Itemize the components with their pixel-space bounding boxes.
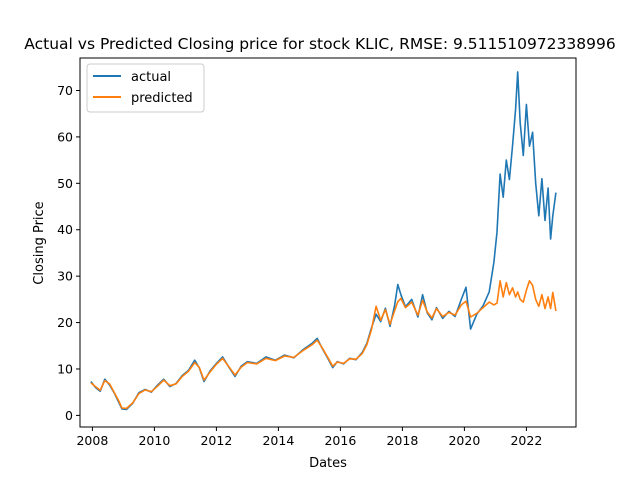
x-axis: 2008 2010 2012 2014 2016 2018 2020 2022	[76, 427, 542, 448]
x-tick-label: 2008	[76, 433, 108, 448]
y-tick-label: 20	[57, 315, 73, 330]
y-tick-label: 30	[57, 269, 73, 284]
y-tick-label: 70	[57, 83, 73, 98]
series-line-predicted	[90, 280, 557, 410]
y-axis-label: Closing Price	[32, 201, 47, 284]
x-tick-label: 2022	[510, 433, 542, 448]
x-tick-label: 2014	[262, 433, 294, 448]
x-tick-label: 2020	[448, 433, 480, 448]
legend-label-predicted: predicted	[131, 91, 193, 106]
plot-frame	[79, 57, 577, 428]
x-tick-label: 2012	[200, 433, 232, 448]
x-tick-label: 2010	[138, 433, 170, 448]
y-tick-label: 60	[57, 129, 73, 144]
series-layer	[90, 71, 557, 411]
x-axis-label: Dates	[309, 456, 347, 471]
y-tick-label: 0	[65, 408, 73, 423]
x-tick-label: 2016	[324, 433, 356, 448]
x-tick-label: 2018	[386, 433, 418, 448]
legend-label-actual: actual	[131, 70, 171, 85]
y-tick-label: 10	[57, 361, 73, 376]
legend: actual predicted	[86, 63, 205, 113]
y-axis: 0 10 20 30 40 50 60 70	[57, 83, 80, 423]
chart-title: Actual vs Predicted Closing price for st…	[24, 35, 615, 53]
y-tick-label: 40	[57, 222, 73, 237]
plot-area	[80, 58, 576, 427]
y-tick-label: 50	[57, 176, 73, 191]
